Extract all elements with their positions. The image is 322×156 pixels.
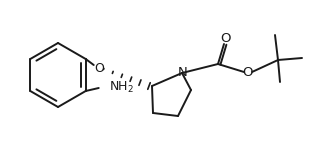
- Text: O: O: [94, 63, 104, 76]
- Text: O: O: [221, 32, 231, 46]
- Text: NH$_2$: NH$_2$: [109, 79, 134, 95]
- Text: O: O: [243, 66, 253, 78]
- Text: N: N: [178, 66, 188, 78]
